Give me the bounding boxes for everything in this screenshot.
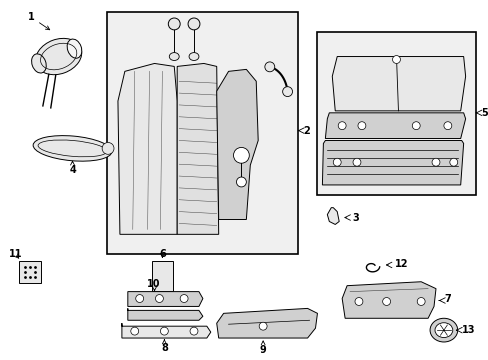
Polygon shape xyxy=(326,208,339,224)
Polygon shape xyxy=(216,69,258,220)
Bar xyxy=(107,12,297,254)
Text: 4: 4 xyxy=(69,161,76,175)
Circle shape xyxy=(333,158,341,166)
Text: 6: 6 xyxy=(159,249,165,259)
Polygon shape xyxy=(216,309,317,338)
Polygon shape xyxy=(122,323,210,338)
Circle shape xyxy=(352,158,360,166)
Circle shape xyxy=(357,122,365,130)
Text: 5: 5 xyxy=(481,108,487,118)
Bar xyxy=(317,32,474,195)
Polygon shape xyxy=(118,63,177,234)
Circle shape xyxy=(102,143,114,154)
Polygon shape xyxy=(342,282,435,318)
Ellipse shape xyxy=(434,323,452,338)
Polygon shape xyxy=(177,63,218,234)
Text: 12: 12 xyxy=(394,259,407,269)
Text: 13: 13 xyxy=(461,325,474,335)
Text: 7: 7 xyxy=(443,293,450,303)
Polygon shape xyxy=(325,113,465,139)
Circle shape xyxy=(259,322,266,330)
Text: 10: 10 xyxy=(146,279,160,289)
Ellipse shape xyxy=(32,54,46,73)
Circle shape xyxy=(160,327,168,335)
Circle shape xyxy=(354,298,362,305)
Circle shape xyxy=(443,122,451,130)
Circle shape xyxy=(180,294,188,302)
Circle shape xyxy=(411,122,419,130)
Circle shape xyxy=(338,122,346,130)
Polygon shape xyxy=(322,140,463,185)
Polygon shape xyxy=(332,57,465,111)
Ellipse shape xyxy=(189,53,199,60)
Ellipse shape xyxy=(169,53,179,60)
Circle shape xyxy=(282,87,292,96)
Ellipse shape xyxy=(33,136,112,161)
Ellipse shape xyxy=(429,318,457,342)
Text: 3: 3 xyxy=(351,212,358,222)
Bar xyxy=(151,261,173,291)
Ellipse shape xyxy=(67,39,81,58)
Circle shape xyxy=(431,158,439,166)
Text: 1: 1 xyxy=(28,12,50,30)
Circle shape xyxy=(188,18,200,30)
Circle shape xyxy=(416,298,424,305)
Text: 2: 2 xyxy=(303,126,310,136)
Polygon shape xyxy=(127,309,203,320)
Bar xyxy=(19,261,41,283)
Circle shape xyxy=(264,62,274,72)
Circle shape xyxy=(130,327,139,335)
Text: 9: 9 xyxy=(259,341,266,355)
Circle shape xyxy=(236,177,246,187)
Circle shape xyxy=(155,294,163,302)
Circle shape xyxy=(392,55,400,63)
Circle shape xyxy=(168,18,180,30)
Circle shape xyxy=(190,327,198,335)
Ellipse shape xyxy=(36,39,81,75)
Text: 11: 11 xyxy=(8,249,22,259)
Circle shape xyxy=(136,294,143,302)
Circle shape xyxy=(382,298,390,305)
Circle shape xyxy=(449,158,457,166)
Circle shape xyxy=(233,147,249,163)
Polygon shape xyxy=(127,292,203,306)
Text: 8: 8 xyxy=(161,340,167,353)
